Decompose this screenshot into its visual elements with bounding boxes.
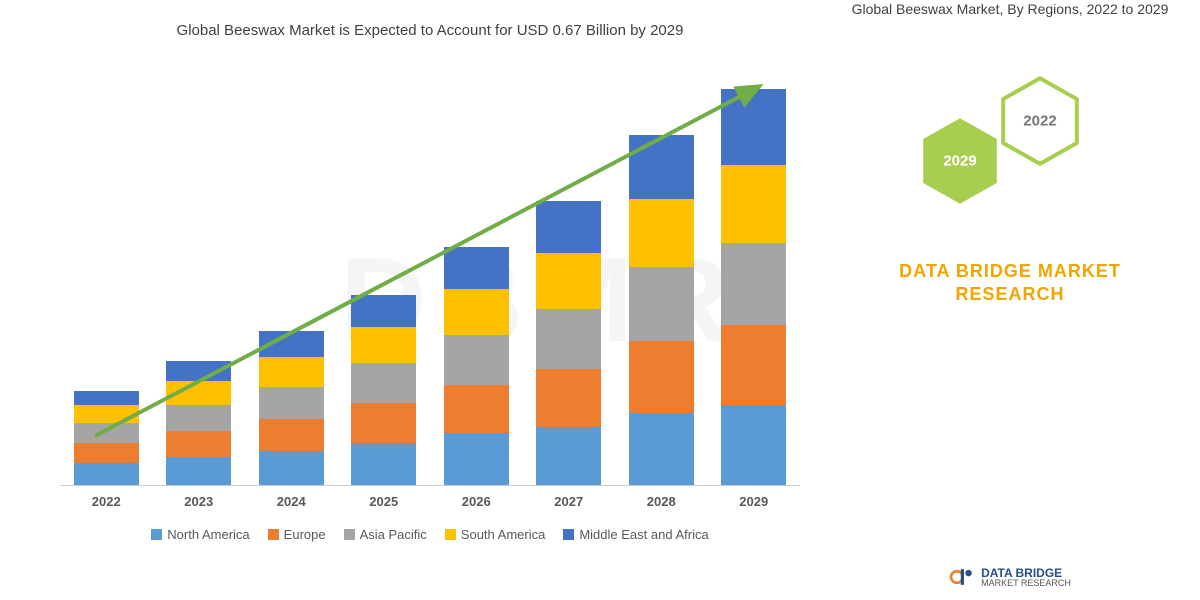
legend-label: Europe: [284, 527, 326, 542]
bar-segment: [536, 309, 601, 369]
bar-segment: [74, 463, 139, 485]
chart-area: Global Beeswax Market is Expected to Acc…: [0, 0, 820, 600]
legend-swatch: [268, 529, 279, 540]
legend-swatch: [344, 529, 355, 540]
x-axis-label: 2022: [74, 494, 139, 509]
bar-segment: [536, 253, 601, 309]
bar-segment: [444, 289, 509, 335]
hexagon: 2029: [920, 115, 1000, 207]
legend-label: North America: [167, 527, 249, 542]
legend-label: Middle East and Africa: [579, 527, 708, 542]
bar-segment: [629, 267, 694, 341]
bar-segment: [166, 405, 231, 431]
x-axis-label: 2024: [259, 494, 324, 509]
bar-group: [536, 201, 601, 485]
x-axis-label: 2026: [444, 494, 509, 509]
legend-label: South America: [461, 527, 546, 542]
logo-sub-text: MARKET RESEARCH: [981, 579, 1071, 588]
bar-segment: [166, 431, 231, 457]
chart-title: Global Beeswax Market is Expected to Acc…: [60, 20, 800, 41]
x-axis-label: 2025: [351, 494, 416, 509]
logo-text: DATA BRIDGE MARKET RESEARCH: [981, 567, 1071, 588]
bar-segment: [259, 451, 324, 485]
bar-segment: [444, 335, 509, 385]
bar-group: [259, 331, 324, 485]
bar-segment: [166, 381, 231, 405]
bar-segment: [259, 331, 324, 357]
bar-segment: [721, 243, 786, 325]
bar-segment: [259, 419, 324, 451]
chart-plot: [60, 56, 800, 486]
bar-segment: [259, 357, 324, 387]
bar-segment: [721, 325, 786, 405]
hexagon-group: 2029 2022: [910, 55, 1110, 235]
bar-segment: [74, 423, 139, 443]
legend-item: Middle East and Africa: [563, 527, 708, 542]
bar-segment: [259, 387, 324, 419]
legend-swatch: [151, 529, 162, 540]
bar-segment: [721, 405, 786, 485]
x-axis-label: 2028: [629, 494, 694, 509]
bar-segment: [351, 327, 416, 363]
right-panel: Global Beeswax Market, By Regions, 2022 …: [820, 0, 1200, 600]
bar-group: [629, 135, 694, 485]
bar-segment: [536, 427, 601, 485]
bar-segment: [629, 413, 694, 485]
bar-segment: [536, 369, 601, 427]
bar-segment: [629, 341, 694, 413]
bar-segment: [351, 403, 416, 443]
legend-item: Asia Pacific: [344, 527, 427, 542]
bar-segment: [629, 135, 694, 199]
bar-segment: [721, 165, 786, 243]
legend-item: Europe: [268, 527, 326, 542]
bar-segment: [536, 201, 601, 253]
bar-group: [166, 361, 231, 485]
x-axis-label: 2023: [166, 494, 231, 509]
hexagon-label: 2029: [943, 153, 976, 170]
bar-group: [74, 391, 139, 485]
x-axis-label: 2029: [721, 494, 786, 509]
bar-segment: [721, 89, 786, 165]
logo-main-text: DATA BRIDGE: [981, 567, 1071, 579]
bars-row: [60, 56, 800, 485]
bar-segment: [629, 199, 694, 267]
bar-segment: [351, 295, 416, 327]
bar-segment: [351, 363, 416, 403]
bar-segment: [444, 247, 509, 289]
legend-swatch: [445, 529, 456, 540]
main-container: Global Beeswax Market is Expected to Acc…: [0, 0, 1200, 600]
bar-segment: [444, 433, 509, 485]
brand-text: DATA BRIDGE MARKET RESEARCH: [860, 260, 1160, 307]
legend-item: North America: [151, 527, 249, 542]
bar-group: [351, 295, 416, 485]
bar-segment: [444, 385, 509, 433]
right-panel-title: Global Beeswax Market, By Regions, 2022 …: [820, 0, 1200, 20]
x-axis-labels: 2022 2023 2024 2025 2026 2027 2028 2029: [60, 494, 800, 509]
legend: North America Europe Asia Pacific South Ame…: [60, 527, 800, 542]
bar-segment: [74, 405, 139, 423]
bar-segment: [74, 391, 139, 405]
bar-segment: [166, 457, 231, 485]
bar-segment: [351, 443, 416, 485]
logo: DATA BRIDGE MARKET RESEARCH: [949, 564, 1071, 590]
logo-icon: [949, 564, 975, 590]
legend-swatch: [563, 529, 574, 540]
legend-label: Asia Pacific: [360, 527, 427, 542]
hexagon: 2022: [1000, 75, 1080, 167]
legend-item: South America: [445, 527, 546, 542]
x-axis-label: 2027: [536, 494, 601, 509]
bar-group: [721, 89, 786, 485]
bar-group: [444, 247, 509, 485]
hexagon-label: 2022: [1023, 113, 1056, 130]
bar-segment: [166, 361, 231, 381]
bar-segment: [74, 443, 139, 463]
